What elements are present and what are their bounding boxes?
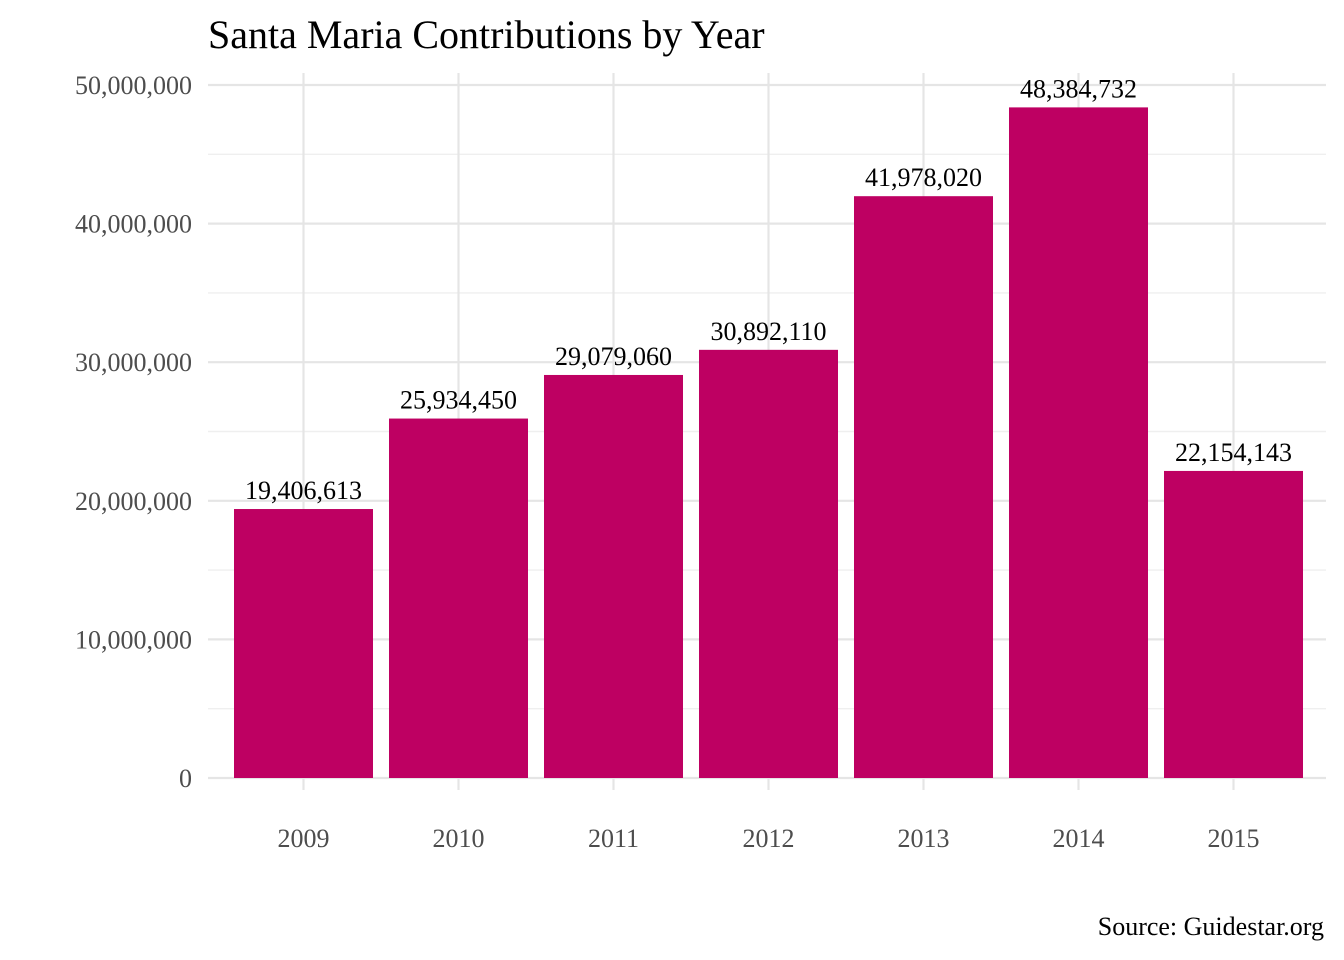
x-tick-label: 2014 <box>1053 824 1105 853</box>
bar-2010 <box>389 418 528 778</box>
data-label-2009: 19,406,613 <box>245 476 362 505</box>
data-label-2014: 48,384,732 <box>1020 74 1137 103</box>
bar-2012 <box>699 349 838 778</box>
data-labels-layer: 19,406,613 25,934,450 29,079,060 30,892,110… <box>245 74 1292 505</box>
bars-layer <box>234 107 1303 779</box>
data-label-2012: 30,892,110 <box>710 317 826 346</box>
y-tick-label: 50,000,000 <box>75 71 192 100</box>
data-label-2010: 25,934,450 <box>400 386 517 415</box>
chart-caption: Source: Guidestar.org <box>1098 912 1324 941</box>
x-tick-label: 2013 <box>898 824 950 853</box>
x-tick-label: 2011 <box>588 824 639 853</box>
bar-2014 <box>1009 107 1148 778</box>
data-label-2011: 29,079,060 <box>555 342 672 371</box>
data-label-2015: 22,154,143 <box>1175 438 1292 467</box>
y-tick-label: 40,000,000 <box>75 210 192 239</box>
x-tick-label: 2012 <box>743 824 795 853</box>
bar-2011 <box>544 374 683 778</box>
bar-2015 <box>1164 470 1303 778</box>
y-tick-label: 20,000,000 <box>75 487 192 516</box>
y-tick-label: 10,000,000 <box>75 625 192 654</box>
data-label-2013: 41,978,020 <box>865 163 982 192</box>
bar-2009 <box>234 509 373 778</box>
x-tick-label: 2010 <box>433 824 485 853</box>
y-tick-label: 30,000,000 <box>75 348 192 377</box>
y-axis: 0 10,000,000 20,000,000 30,000,000 40,000,00… <box>75 71 192 793</box>
chart-title: Santa Maria Contributions by Year <box>208 12 765 57</box>
x-tick-label: 2009 <box>278 824 330 853</box>
x-tick-label: 2015 <box>1208 824 1260 853</box>
x-axis: 2009 2010 2011 2012 2013 2014 2015 <box>278 824 1260 853</box>
bar-2013 <box>854 196 993 779</box>
y-tick-label: 0 <box>179 764 192 793</box>
